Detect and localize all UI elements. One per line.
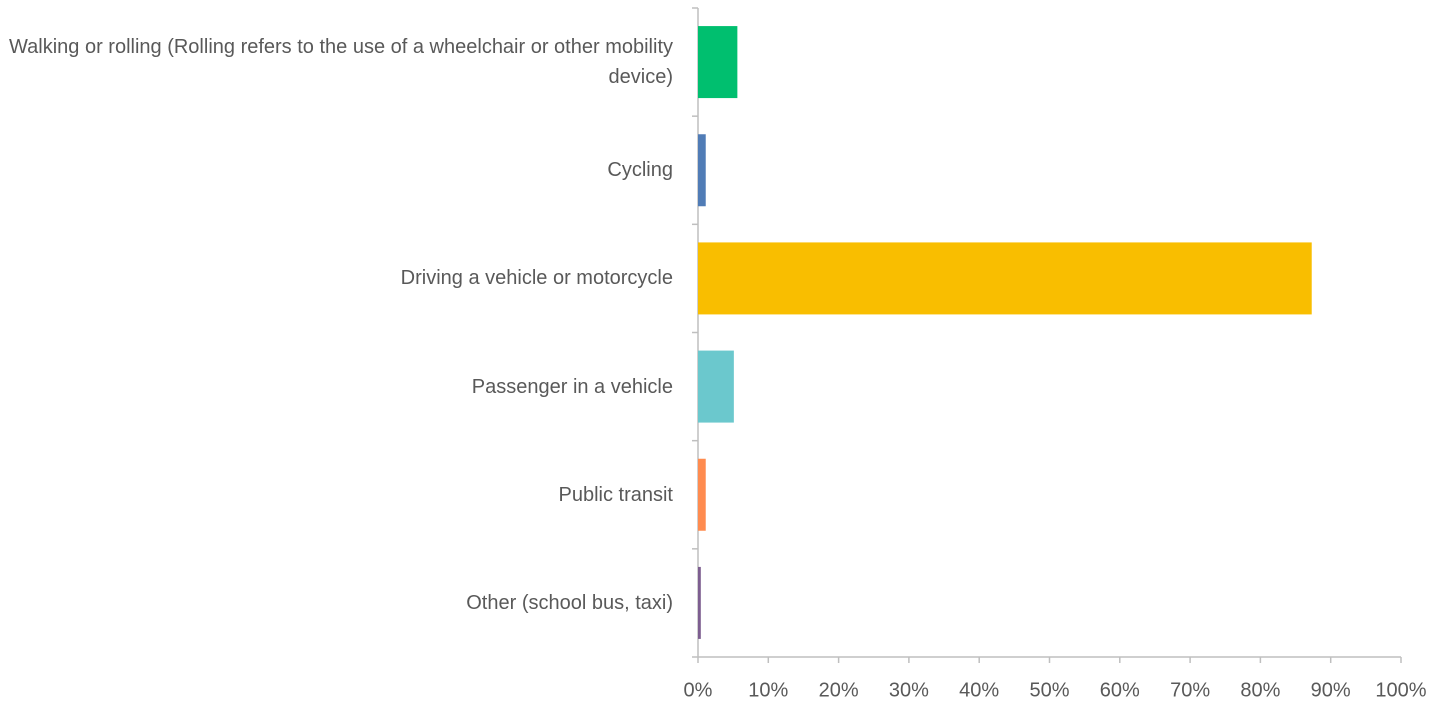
x-tick-label: 10%	[748, 679, 788, 701]
y-tick-label: Passenger in a vehicle	[471, 375, 673, 398]
bar	[698, 458, 706, 531]
x-tick-label: 60%	[1100, 679, 1140, 701]
y-tick-label: Driving a vehicle or motorcycle	[400, 267, 673, 290]
x-tick-label: 30%	[889, 679, 929, 701]
y-tick-label: Walking or rolling (Rolling refers to th…	[9, 36, 673, 89]
y-tick-label: Other (school bus, taxi)	[466, 591, 673, 614]
y-tick-label: Public transit	[558, 483, 674, 506]
x-tick-label: 70%	[1170, 679, 1210, 701]
bar	[698, 350, 734, 423]
x-tick-label: 20%	[819, 679, 859, 701]
bar	[698, 26, 738, 99]
x-tick-label: 0%	[684, 679, 713, 701]
x-tick-label: 40%	[959, 679, 999, 701]
bar	[698, 566, 701, 639]
x-tick-label: 100%	[1375, 679, 1426, 701]
y-tick-label: Cycling	[607, 159, 673, 182]
x-tick-label: 90%	[1311, 679, 1351, 701]
x-tick-label: 50%	[1029, 679, 1069, 701]
bar	[698, 242, 1312, 315]
bar	[698, 134, 706, 207]
x-tick-label: 80%	[1240, 679, 1280, 701]
